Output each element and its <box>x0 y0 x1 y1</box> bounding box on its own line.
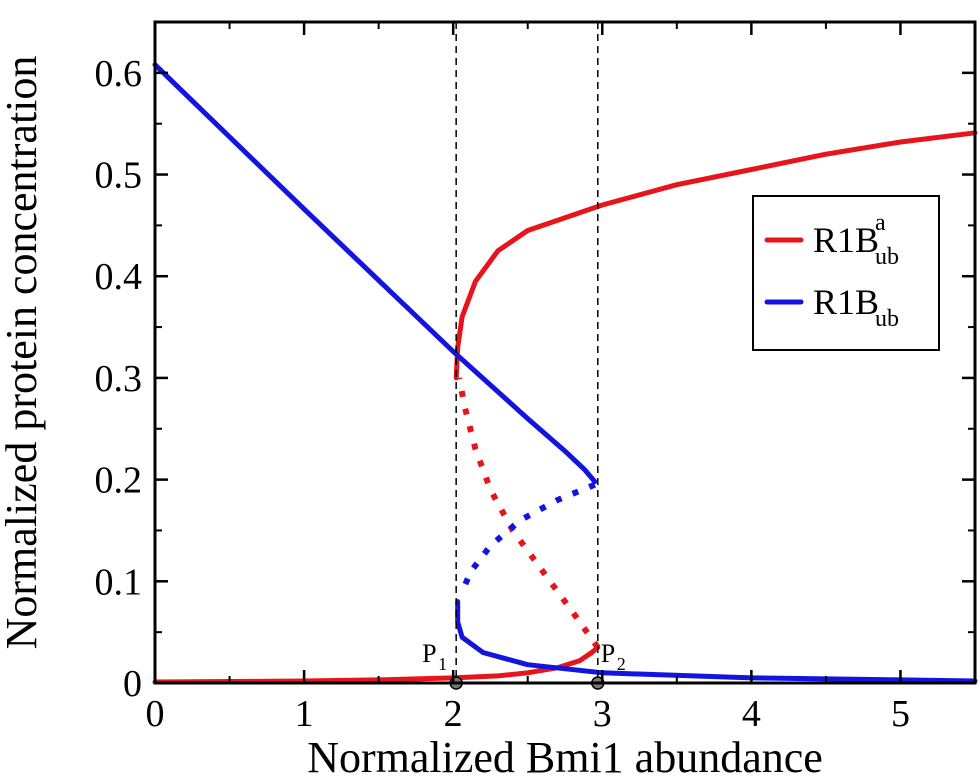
y-tick-label: 0.3 <box>95 358 143 400</box>
r1b-a-ub-solid-line <box>453 130 978 381</box>
x-tick-label: 1 <box>295 693 314 735</box>
x-tick-label: 4 <box>742 693 761 735</box>
x-tick-label: 0 <box>146 693 165 735</box>
series-layer <box>152 62 978 685</box>
legend-box <box>752 195 940 351</box>
p1-label-sub: 1 <box>438 654 447 674</box>
legend-label-sup-1: a <box>875 210 886 236</box>
y-axis-label: Normalized protein concentration <box>0 56 46 650</box>
x-tick-label: 2 <box>444 693 463 735</box>
x-tick-label: 5 <box>891 693 910 735</box>
legend-label-sub-1: ub <box>875 244 899 270</box>
y-tick-label: 0.5 <box>95 155 143 197</box>
legend-label-sub-2: ub <box>875 306 899 332</box>
x-axis-label: Normalized Bmi1 abundance <box>307 733 823 780</box>
y-tick-label: 0.2 <box>95 460 143 502</box>
y-tick-label: 0.6 <box>95 53 143 95</box>
y-tick-label: 0.4 <box>95 256 143 298</box>
r1b-ub-solid-line <box>152 62 598 485</box>
r1b-ub-dotted-line <box>459 481 596 593</box>
plot-frame <box>153 20 977 685</box>
legend-label-2: R1B <box>813 282 879 322</box>
y-tick-label: 0 <box>123 663 142 705</box>
r1b-a-ub-solid-line <box>152 644 601 685</box>
p2-label: P <box>601 639 615 668</box>
r1b-a-ub-dotted-line <box>456 377 601 650</box>
y-tick-label: 0.1 <box>95 561 143 603</box>
r1b-ub-solid-line <box>455 599 978 684</box>
p1-label: P <box>422 639 436 668</box>
x-tick-label: 3 <box>593 693 612 735</box>
legend-label-1: R1B <box>813 220 879 260</box>
p2-label-sub: 2 <box>617 654 626 674</box>
tick-layer: 0 1 2 3 4 500.10.20.30.40.50.6 <box>95 21 976 735</box>
